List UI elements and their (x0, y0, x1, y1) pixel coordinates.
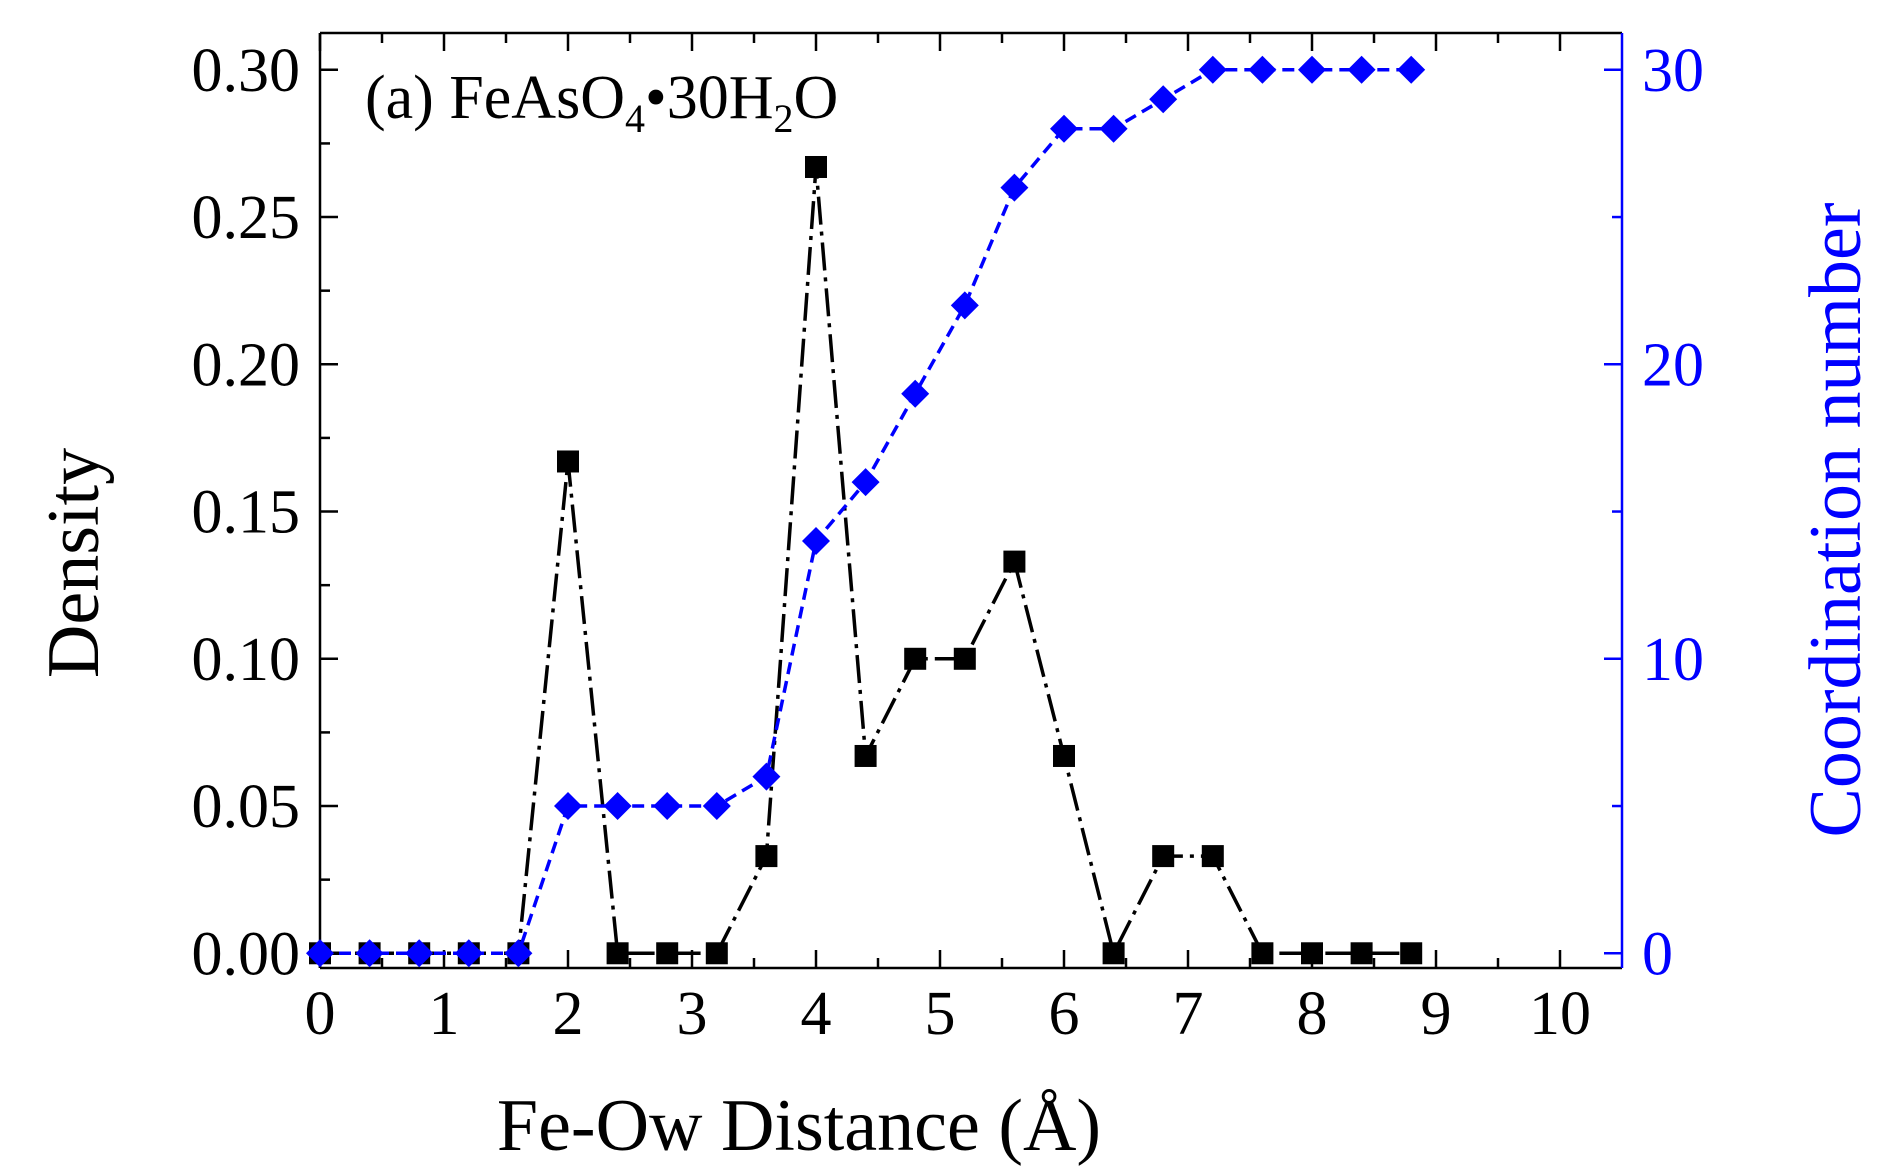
coordination-series (306, 55, 1426, 968)
x-tick-label: 9 (1421, 980, 1452, 1048)
density-point (1053, 744, 1075, 767)
x-tick-label: 6 (1049, 980, 1080, 1048)
x-tick-label: 0 (305, 980, 336, 1048)
y2-tick-label: 20 (1642, 331, 1704, 399)
density-point (1152, 845, 1175, 868)
coordination-point (1248, 55, 1277, 84)
plot-frame (318, 31, 1624, 970)
coordination-point (653, 792, 682, 821)
coordination-point (1149, 85, 1178, 114)
coordination-point (901, 379, 930, 408)
density-line (320, 166, 1412, 959)
x-tick-label: 7 (1173, 980, 1204, 1048)
density-point (1251, 942, 1274, 965)
coordination-point (1397, 55, 1426, 84)
annotation-main: (a) FeAsO (365, 64, 625, 132)
coordination-point (1050, 114, 1078, 143)
y-tick-label: 0.05 (192, 773, 301, 841)
y-tick-label: 0.30 (192, 37, 301, 105)
density-point (557, 450, 579, 473)
coordination-point (1198, 55, 1227, 84)
y2-tick-label: 0 (1642, 920, 1673, 988)
y-tick-label: 0.15 (192, 479, 301, 547)
coordination-point (702, 792, 731, 821)
density-point (805, 155, 827, 178)
annotation-mid: •30H (645, 64, 773, 132)
coordination-point (1000, 173, 1029, 202)
density-point (854, 744, 877, 767)
x-axis-title: Fe-Ow Distance (Å) (497, 1085, 1101, 1167)
y2-axis-ticks: 0 10 20 30 (1604, 37, 1704, 988)
density-point (1301, 942, 1323, 965)
x-tick-label: 1 (429, 980, 460, 1048)
y2-tick-label: 10 (1642, 626, 1704, 694)
x-tick-label: 10 (1529, 980, 1591, 1048)
x-axis-ticks: 0 1 2 3 4 5 6 7 8 9 10 (305, 33, 1591, 1048)
coordination-point (603, 792, 632, 821)
density-point (755, 845, 778, 868)
coordination-point (355, 939, 384, 968)
coordination-point (1099, 114, 1128, 143)
density-point (1102, 942, 1125, 965)
coordination-point (752, 762, 781, 791)
density-series (309, 155, 1423, 965)
coordination-point (504, 939, 533, 968)
density-point (705, 942, 728, 965)
y-tick-label: 0.10 (192, 626, 301, 694)
coordination-point (851, 468, 880, 497)
annotation-tail: O (793, 64, 838, 132)
x-tick-label: 8 (1297, 980, 1328, 1048)
annotation-label: (a) FeAsO4•30H2O (365, 64, 838, 141)
x-tick-label: 5 (925, 980, 956, 1048)
x-tick-label: 3 (677, 980, 708, 1048)
y-axis-ticks: 0.00 0.05 0.10 0.15 0.20 0.25 0.30 (192, 37, 338, 988)
density-point (1350, 942, 1373, 965)
coordination-point (454, 939, 483, 968)
density-point (1201, 845, 1224, 868)
coordination-point (950, 291, 979, 320)
density-point (606, 942, 629, 965)
y-tick-label: 0.20 (192, 331, 301, 399)
density-point (953, 647, 976, 670)
series-layer (306, 55, 1426, 968)
coordination-point (306, 939, 334, 968)
density-point (1400, 942, 1423, 965)
y2-axis-title: Coordination number (1795, 202, 1877, 837)
annotation-sub-2: 2 (773, 96, 793, 141)
y-axis-title: Density (33, 448, 115, 678)
coordination-point (802, 526, 830, 555)
density-point (656, 942, 679, 965)
y-tick-label: 0.25 (192, 184, 301, 252)
density-point (1003, 550, 1026, 573)
coordination-point (405, 939, 434, 968)
y2-tick-label: 30 (1642, 37, 1704, 105)
x-tick-label: 4 (801, 980, 832, 1048)
y-tick-label: 0.00 (192, 920, 301, 988)
x-tick-label: 2 (553, 980, 584, 1048)
coordination-point (1347, 55, 1376, 84)
annotation-sub-1: 4 (625, 96, 645, 141)
coordination-point (554, 792, 582, 821)
density-point (904, 647, 927, 670)
coordination-line (320, 68, 1412, 956)
coordination-point (1298, 55, 1326, 84)
